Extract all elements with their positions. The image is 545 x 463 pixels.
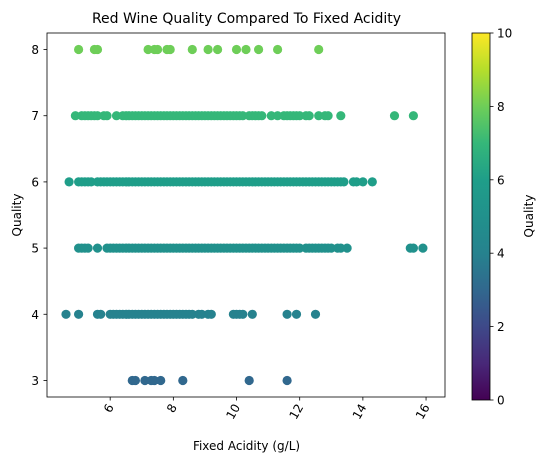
data-points [61,44,428,386]
data-point [86,177,96,187]
data-point [389,111,400,121]
data-point [153,44,163,55]
data-point [140,375,150,386]
data-point [197,309,207,319]
x-axis-label: Fixed Acidity (g/L) [193,439,300,453]
data-point [92,243,103,253]
data-point [64,177,74,187]
data-point [149,375,159,386]
y-tick-label: 8 [31,43,39,57]
colorbar-tick-label: 2 [497,320,505,334]
x-tick-label: 14 [350,402,370,422]
data-point [291,309,302,319]
data-point [92,111,103,121]
data-point [358,177,368,187]
data-point [273,111,283,121]
data-point [408,111,418,121]
data-point [342,243,352,253]
chart-title: Red Wine Quality Compared To Fixed Acidi… [92,11,401,27]
data-point [336,243,346,253]
data-point [282,309,292,319]
data-point [367,177,377,187]
colorbar-tick-label: 10 [497,27,512,41]
y-tick-label: 4 [31,308,39,322]
data-point [213,44,223,55]
data-point [304,111,314,121]
x-tick-label: 6 [101,402,117,416]
y-axis: 3 4 5 6 7 8 [31,43,47,388]
data-point [231,44,242,55]
x-tick-label: 16 [413,402,433,422]
data-point [178,375,188,386]
data-point [83,243,93,253]
colorbar-tick-label: 0 [497,394,505,408]
y-tick-label: 5 [31,242,39,256]
plot-frame [46,32,446,398]
data-point [314,44,324,55]
data-point [92,44,103,55]
data-point [295,111,305,121]
data-point [156,375,166,386]
data-point [130,375,140,386]
data-point [96,309,106,319]
colorbar: 0 2 4 6 8 10 [471,27,512,408]
data-point [74,44,84,55]
data-point [70,111,80,121]
data-point [352,177,362,187]
data-point [74,309,84,319]
x-axis: 6 8 10 12 14 16 [101,397,433,422]
y-tick-label: 6 [31,175,39,189]
colorbar-label: Quality [522,195,536,238]
data-point [323,111,333,121]
data-point [61,309,71,319]
data-point [247,309,257,319]
colorbar-gradient [471,32,491,401]
x-tick-label: 10 [223,402,243,422]
colorbar-tick-label: 8 [497,100,505,114]
data-point [143,44,153,55]
data-point [244,375,254,386]
data-point [238,309,248,319]
colorbar-tick-label: 4 [497,247,505,261]
y-axis-label: Quality [10,194,24,237]
data-point [314,111,324,121]
data-point [187,309,197,319]
data-point [282,375,292,386]
data-point [336,111,346,121]
data-point [326,243,336,253]
data-point [203,44,213,55]
data-point [111,111,122,121]
data-point [418,243,428,253]
x-tick-label: 12 [287,402,307,422]
data-point [408,243,418,253]
y-tick-label: 7 [31,109,39,123]
data-point [266,111,276,121]
data-point [165,44,175,55]
data-point [257,111,267,121]
data-point [254,44,264,55]
data-point [241,44,251,55]
data-point [206,309,216,319]
data-point [273,44,283,55]
data-point [187,44,197,55]
data-point [295,243,305,253]
data-point [238,111,248,121]
x-tick-label: 8 [164,402,180,416]
y-tick-label: 3 [31,374,39,388]
data-point [102,111,112,121]
data-point [310,309,321,319]
colorbar-tick-label: 6 [497,173,505,187]
data-point [339,177,349,187]
